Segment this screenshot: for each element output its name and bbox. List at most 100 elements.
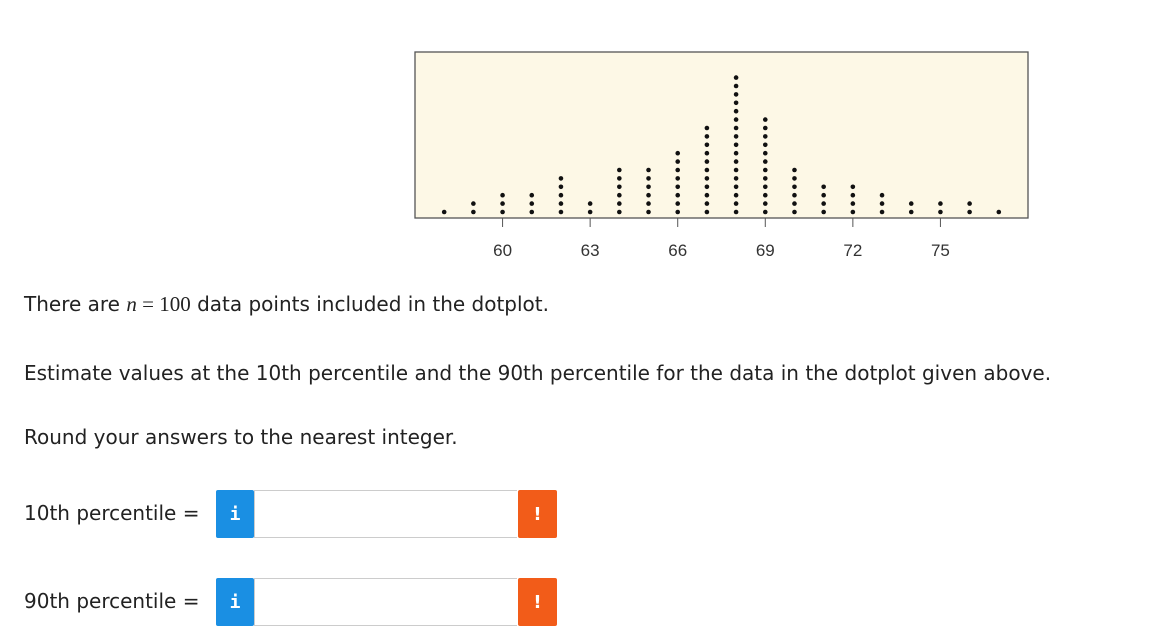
- dot: [675, 176, 681, 181]
- dot: [821, 184, 826, 190]
- dot: [792, 209, 797, 215]
- dot: [908, 209, 914, 215]
- dot: [908, 201, 914, 206]
- x-tick-label: 72: [843, 241, 862, 260]
- dot: [792, 201, 797, 206]
- dot: [617, 176, 622, 181]
- dot: [558, 184, 564, 190]
- dot: [733, 125, 739, 131]
- dot: [762, 159, 768, 164]
- info-button[interactable]: i: [216, 490, 254, 538]
- dot: [675, 201, 681, 206]
- dot: [821, 192, 826, 198]
- dot: [471, 201, 476, 206]
- dot: [733, 117, 739, 122]
- dot: [617, 184, 622, 190]
- dot: [646, 192, 651, 198]
- dot: [500, 192, 505, 198]
- alert-button[interactable]: !: [518, 578, 557, 626]
- dot: [704, 159, 710, 164]
- answer-label: 90th percentile =: [24, 589, 200, 613]
- dot: [704, 150, 710, 156]
- dot: [617, 167, 622, 173]
- dot: [938, 209, 943, 215]
- dot: [762, 209, 768, 215]
- dot: [850, 184, 856, 190]
- dot: [967, 209, 972, 215]
- dot: [762, 184, 768, 190]
- dot: [500, 201, 505, 206]
- dot: [617, 192, 622, 198]
- x-tick-label: 69: [756, 241, 775, 260]
- intro-start: There are: [24, 292, 120, 316]
- x-tick-label: 63: [581, 241, 600, 260]
- plot-area: [414, 51, 1029, 219]
- dot: [587, 209, 593, 215]
- dot: [762, 150, 768, 156]
- dot: [792, 176, 797, 181]
- dot: [675, 167, 681, 173]
- dot: [704, 184, 710, 190]
- dot: [617, 209, 622, 215]
- task: Estimate values at the 10th percentile a…: [24, 361, 1052, 385]
- dot: [821, 201, 826, 206]
- dot: [879, 209, 885, 215]
- dot: [646, 176, 651, 181]
- dot: [675, 209, 681, 215]
- dot: [938, 201, 943, 206]
- dot: [733, 142, 739, 148]
- dot: [733, 75, 739, 80]
- answer-label: 10th percentile =: [24, 501, 200, 525]
- dot: [646, 201, 651, 206]
- dot: [762, 167, 768, 173]
- x-tick-label: 66: [668, 241, 687, 260]
- dot: [733, 83, 739, 89]
- info-button[interactable]: i: [216, 578, 254, 626]
- dot: [704, 125, 710, 131]
- n-value: 100: [159, 292, 191, 316]
- dot: [733, 209, 739, 215]
- dot: [850, 201, 856, 206]
- dot: [792, 192, 797, 198]
- dot: [996, 209, 1002, 215]
- dot: [762, 176, 768, 181]
- dot: [762, 201, 768, 206]
- dot: [733, 201, 739, 206]
- answer-input[interactable]: [254, 578, 517, 626]
- dot: [733, 108, 739, 114]
- dot: [704, 167, 710, 173]
- dot: [704, 134, 710, 139]
- dot: [558, 209, 564, 215]
- dot: [850, 192, 856, 198]
- dot: [558, 192, 564, 198]
- variable: n: [126, 292, 137, 316]
- dot: [675, 192, 681, 198]
- dot: [792, 184, 797, 190]
- dot: [733, 92, 739, 97]
- dot: [733, 167, 739, 173]
- dot: [471, 209, 476, 215]
- dot: [879, 201, 885, 206]
- dot: [704, 209, 710, 215]
- dot: [558, 176, 564, 181]
- dot: [646, 167, 651, 173]
- dot: [646, 209, 651, 215]
- dotplot: 60 63 66 69 72 75: [414, 51, 1029, 260]
- answer-input[interactable]: [254, 490, 517, 538]
- dot: [762, 134, 768, 139]
- dot: [762, 192, 768, 198]
- dot: [821, 209, 826, 215]
- dot: [733, 159, 739, 164]
- dot: [587, 201, 593, 206]
- dot: [733, 134, 739, 139]
- dot: [733, 100, 739, 106]
- intro-end: data points included in the dotplot.: [197, 292, 549, 316]
- dot: [792, 167, 797, 173]
- instruction: Round your answers to the nearest intege…: [24, 425, 458, 449]
- alert-button[interactable]: !: [518, 490, 557, 538]
- dot: [704, 192, 710, 198]
- dot: [529, 201, 535, 206]
- dot: [529, 209, 535, 215]
- x-tick-label: 75: [931, 241, 950, 260]
